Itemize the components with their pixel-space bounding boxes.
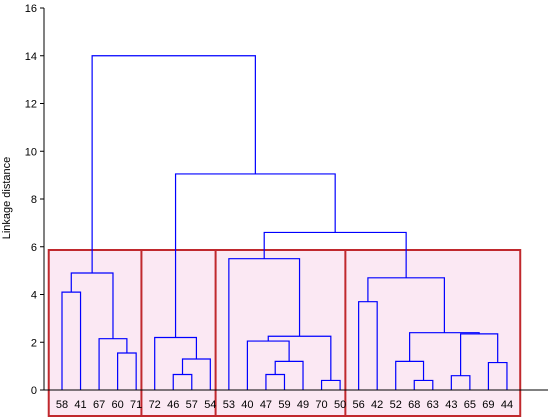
leaf-label: 42 [371, 399, 383, 411]
cluster-box-3 [214, 249, 355, 417]
y-tick-label: 8 [31, 194, 37, 206]
leaf-label: 70 [315, 399, 327, 411]
leaf-label: 44 [501, 399, 513, 411]
leaf-label: 58 [56, 399, 68, 411]
merge-branch-17 [487, 361, 508, 390]
merge-branch-20 [358, 301, 378, 390]
leaf-label: 43 [445, 399, 457, 411]
leaf-label: 71 [130, 399, 142, 411]
merge-branch-13 [228, 258, 301, 390]
cluster-box-1 [47, 249, 151, 417]
y-tick-label: 14 [25, 51, 37, 63]
y-tick-labels: 0 2 4 6 8 10 12 14 16 [25, 3, 37, 397]
leaf-label: 69 [482, 399, 494, 411]
leaf-label: 41 [74, 399, 86, 411]
leaf-label: 53 [223, 399, 235, 411]
y-tick-label: 0 [31, 385, 37, 397]
y-tick-label: 16 [25, 3, 37, 15]
merge-branch-2 [98, 338, 128, 390]
leaf-label: 63 [427, 399, 439, 411]
leaf-label: 40 [241, 399, 253, 411]
merge-branch-24 [91, 55, 256, 274]
y-tick-label: 6 [31, 242, 37, 254]
y-tick-label: 12 [25, 99, 37, 111]
leaf-label: 67 [93, 399, 105, 411]
leaf-label: 46 [167, 399, 179, 411]
merge-branch-18 [460, 333, 499, 376]
dendrogram-branches [61, 55, 508, 390]
leaf-label: 49 [297, 399, 309, 411]
leaf-label: 68 [408, 399, 420, 411]
axes [40, 7, 548, 391]
y-axis-label: Linkage distance [1, 157, 13, 240]
leaf-label: 47 [260, 399, 272, 411]
merge-branch-1 [117, 352, 137, 390]
y-tick-label: 2 [31, 337, 37, 349]
leaf-label: 54 [204, 399, 216, 411]
leaf-label: 59 [278, 399, 290, 411]
leaf-label: 56 [353, 399, 365, 411]
merge-branch-21 [367, 277, 445, 333]
merge-branch-4 [70, 272, 114, 339]
y-tick-label: 10 [25, 146, 37, 158]
cluster-box-2 [140, 249, 225, 417]
leaf-label: 72 [149, 399, 161, 411]
leaf-labels: 58 41 67 60 71 72 46 57 54 53 40 47 59 49 70 50 56 42 52 68… [56, 399, 513, 411]
leaf-label: 65 [464, 399, 476, 411]
y-tick-label: 4 [31, 290, 37, 302]
leaf-label: 57 [186, 399, 198, 411]
leaf-label: 60 [111, 399, 123, 411]
leaf-label: 52 [390, 399, 402, 411]
leaf-label: 50 [334, 399, 346, 411]
